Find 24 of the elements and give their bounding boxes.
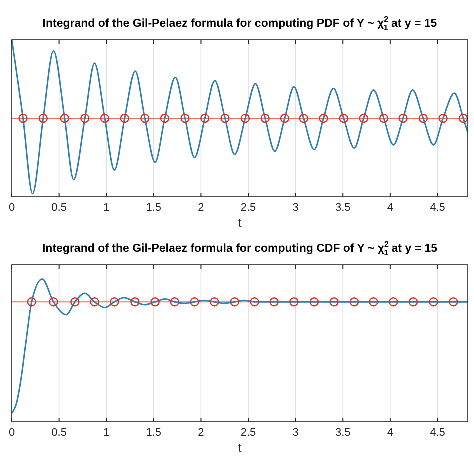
x-tick-label: 4 — [387, 427, 394, 439]
x-tick-label: 4 — [387, 202, 394, 214]
chart-title: Integrand of the Gil-Pelaez formula for computing PDF of Y ~ χ$^{2}$$_{1}$ at y = 15 — [42, 14, 438, 32]
x-tick-label: 3 — [292, 202, 299, 214]
x-tick-label: 2 — [198, 427, 204, 439]
x-tick-label: 2 — [198, 202, 204, 214]
x-tick-label: 1.5 — [146, 202, 162, 214]
x-tick-label: 4.5 — [430, 427, 446, 439]
x-tick-label: 2.5 — [240, 427, 256, 439]
x-tick-label: 3.5 — [335, 427, 351, 439]
x-tick-label: 1.5 — [146, 427, 162, 439]
x-axis-title: t — [238, 441, 242, 455]
x-tick-label: 4.5 — [430, 202, 446, 214]
x-tick-label: 3 — [292, 427, 299, 439]
x-tick-label: 1 — [104, 202, 110, 214]
x-tick-label: 0 — [8, 427, 16, 439]
x-tick-label: 1 — [104, 427, 110, 439]
x-axis-title: t — [238, 216, 242, 230]
x-tick-label: 2.5 — [240, 202, 256, 214]
x-tick-label: 0.5 — [52, 427, 67, 439]
x-tick-label: 0.5 — [52, 202, 67, 214]
x-tick-label: 3.5 — [335, 202, 351, 214]
chart-title: Integrand of the Gil-Pelaez formula for computing CDF of Y ~ χ$^{2}$$_{1}$ at y = 15 — [42, 240, 438, 258]
x-tick-label: 0 — [8, 202, 16, 214]
